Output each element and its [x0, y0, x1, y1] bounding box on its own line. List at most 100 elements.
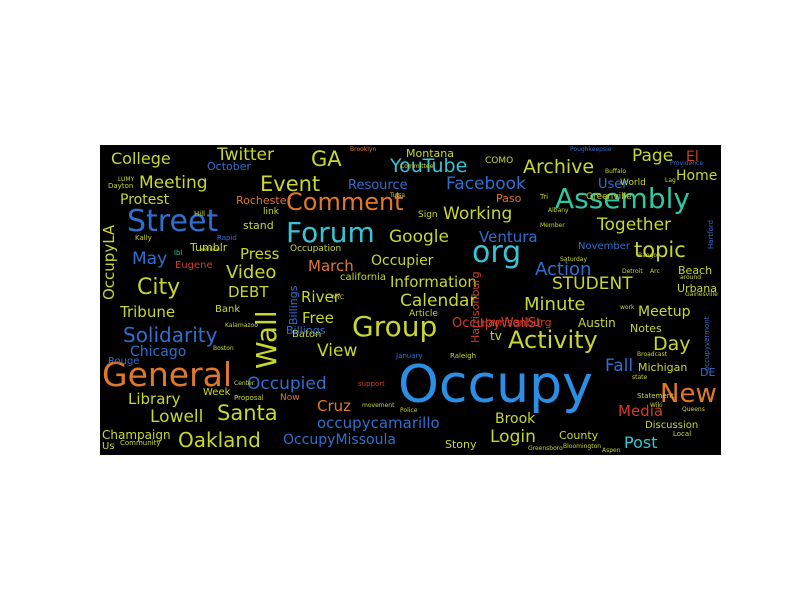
- word-lumy: LUMY: [118, 176, 135, 183]
- word-view: View: [317, 341, 358, 361]
- word-lowell: Lowell: [150, 407, 204, 427]
- word-police: Police: [400, 407, 418, 414]
- word-aspen: Aspen: [602, 447, 621, 454]
- word-org: org: [472, 235, 522, 270]
- word-boston: Boston: [213, 345, 234, 352]
- word-world: World: [620, 178, 646, 188]
- word-calendar: Calendar: [400, 291, 477, 311]
- word-paso: Paso: [496, 192, 522, 205]
- word-activity: Activity: [508, 326, 598, 354]
- word-meeting: Meeting: [139, 173, 208, 193]
- word-nyc: NYC: [332, 294, 345, 301]
- word-montana: Montana: [406, 147, 454, 160]
- word-occupywallst: OccupyWallSt: [452, 316, 542, 331]
- word-california: california: [340, 272, 387, 283]
- word-oakland: Oakland: [178, 428, 261, 452]
- word-tribune: Tribune: [120, 303, 176, 321]
- word-poughkeepsie: Poughkeepsie: [570, 146, 612, 153]
- word-general: General: [102, 355, 233, 394]
- word-river: River: [301, 288, 340, 306]
- word-como: COMO: [485, 156, 514, 166]
- word-us: Us: [102, 441, 115, 452]
- word-login: Login: [490, 427, 536, 447]
- word-movement: movement: [362, 402, 395, 409]
- word-ga: GA: [311, 147, 342, 171]
- word-support: support: [358, 380, 385, 388]
- word-event: Event: [260, 172, 321, 196]
- word-brook: Brook: [495, 411, 536, 427]
- word-hartford: Hartford: [707, 219, 715, 249]
- word-occupyvermont: occupyvermont: [703, 316, 711, 372]
- word-committee: Committee: [400, 163, 434, 170]
- word-de: DE: [700, 366, 716, 379]
- word-brooklyn: Brooklyn: [350, 146, 377, 153]
- word-rouge: Rouge: [108, 356, 140, 367]
- word-week: Week: [203, 387, 231, 398]
- word-day: Day: [653, 333, 691, 355]
- word-chicago: Chicago: [130, 344, 187, 360]
- word-champaign: Champaign: [102, 428, 171, 442]
- word-college: College: [111, 149, 171, 168]
- word-member: Member: [540, 222, 565, 229]
- word-november: November: [578, 241, 631, 252]
- word-harrisonburg-v: Harrisonburg: [469, 271, 482, 343]
- word-ventura: Ventura: [479, 228, 538, 246]
- word-billings: Billings: [286, 324, 326, 337]
- word-lbl: lbl: [174, 249, 183, 257]
- word-protest: Protest: [120, 192, 170, 208]
- word-free: Free: [302, 309, 334, 327]
- word-new: New: [660, 379, 717, 409]
- word-minute: Minute: [524, 294, 586, 315]
- word-forum: Forum: [286, 216, 375, 249]
- word-rochester: Rochester: [236, 194, 291, 207]
- word-assembly: Assembly: [555, 182, 690, 215]
- word-austin: Austin: [578, 316, 616, 330]
- word-discussion: Discussion: [645, 420, 699, 431]
- word-occupation: Occupation: [290, 244, 342, 254]
- word-stand: stand: [243, 219, 274, 232]
- word-may: May: [132, 249, 168, 269]
- word-library: Library: [128, 390, 181, 408]
- word-community: Community: [120, 439, 161, 447]
- word-gainesville: Gainesville: [685, 291, 718, 298]
- word-user: User: [598, 177, 628, 192]
- word-notes: Notes: [630, 322, 662, 335]
- word-raleigh: Raleigh: [450, 352, 477, 360]
- word-sign: Sign: [418, 210, 438, 220]
- word-occupy: Occupy: [398, 355, 593, 415]
- word-home: Home: [676, 168, 718, 184]
- word-wall: Wall: [250, 310, 283, 369]
- word-student: STUDENT: [552, 274, 633, 294]
- word-tri: Tri: [540, 193, 549, 201]
- word-saturday: Saturday: [560, 256, 588, 263]
- word-greensboro: Greensboro: [528, 445, 563, 452]
- word-broadcast: Broadcast: [637, 351, 668, 358]
- word-now: Now: [280, 393, 300, 403]
- word-state: state: [632, 374, 648, 381]
- word-kalamazoo: Kalamazoo: [225, 322, 258, 329]
- word-tumblr: Tumblr: [190, 241, 228, 254]
- word-detroit: Detroit: [622, 268, 643, 275]
- word-fall: Fall: [605, 356, 634, 376]
- word-action: Action: [535, 259, 592, 280]
- word-topic: topic: [634, 238, 686, 262]
- word-tulsa: Tulsa: [390, 192, 406, 199]
- word-venice: Venice: [200, 246, 220, 253]
- word-center: Center: [234, 380, 255, 387]
- word-cruz: Cruz: [317, 397, 352, 415]
- word-page: Page: [632, 146, 674, 166]
- word-beach: Beach: [678, 264, 713, 277]
- word-buffalo: Buffalo: [605, 168, 627, 175]
- word-around: around: [680, 274, 702, 281]
- word-occupyla: OccupyLA: [100, 224, 118, 300]
- word-harrisonburg: Harrisonburg: [480, 316, 552, 329]
- word-facebook: Facebook: [446, 174, 526, 194]
- word-el: El: [686, 149, 699, 165]
- word-lag: Lag: [665, 177, 676, 184]
- word-group: Group: [352, 310, 438, 343]
- word-together: Together: [597, 215, 672, 235]
- word-october: October: [207, 160, 252, 173]
- word-january: January: [396, 352, 423, 360]
- word-hill: Hill: [194, 210, 206, 218]
- word-stony: Stony: [445, 438, 477, 451]
